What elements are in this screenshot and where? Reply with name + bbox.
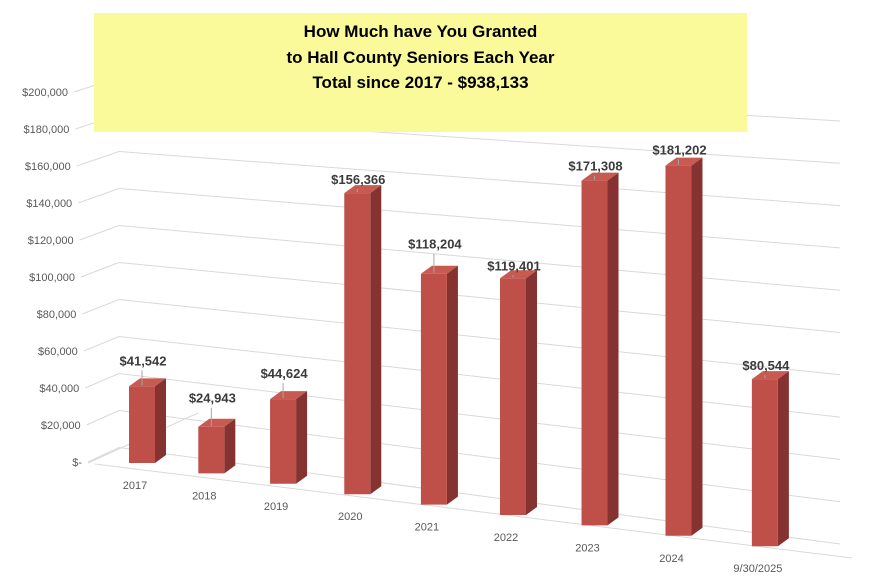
bar-side-face <box>526 270 537 515</box>
data-label: $119,401 <box>487 258 541 273</box>
bar-front-face <box>270 399 297 484</box>
bar-side-face <box>155 378 166 463</box>
x-axis-label: 2020 <box>338 511 362 523</box>
x-axis-label: 9/30/2025 <box>733 563 782 575</box>
bar-top-face <box>270 391 308 400</box>
bar-top-face <box>500 270 537 279</box>
data-label: $181,202 <box>652 143 706 158</box>
chart-title-line3: Total since 2017 - $938,133 <box>312 73 529 92</box>
x-axis-label: 2019 <box>264 501 288 513</box>
bar-side-face <box>296 391 308 484</box>
bar-2023 <box>581 172 619 526</box>
bar-front-face <box>751 379 778 547</box>
bar-9/30/2025 <box>751 371 789 547</box>
data-label: $44,624 <box>261 366 309 381</box>
bar-top-face <box>344 185 382 194</box>
x-axis-label: 2023 <box>575 542 599 554</box>
bar-side-face <box>777 371 789 547</box>
gridline <box>82 298 841 376</box>
gridline <box>76 150 841 207</box>
bar-front-face <box>344 193 371 495</box>
bar-front-face <box>129 386 155 463</box>
x-axis-label: 2021 <box>415 522 439 534</box>
floor-front-edge <box>94 463 853 559</box>
x-axis-label: 2024 <box>659 553 683 565</box>
data-label: $118,204 <box>408 237 462 252</box>
chart-title-box: How Much have You Granted to Hall County… <box>94 13 747 132</box>
bar-front-face <box>500 278 526 515</box>
bar-2018 <box>198 418 236 474</box>
data-label: $41,542 <box>120 353 167 368</box>
y-axis-label: $40,000 <box>39 383 79 395</box>
x-axis-label: 2018 <box>192 490 216 502</box>
bar-2020 <box>344 185 382 495</box>
bar-2024 <box>665 157 703 536</box>
x-axis-label: 2017 <box>123 480 147 492</box>
bar-front-face <box>420 273 447 505</box>
bar-side-face <box>691 157 703 536</box>
chart-title-line2: to Hall County Seniors Each Year <box>286 47 555 67</box>
bar-front-face <box>665 165 692 536</box>
bar-top-face <box>129 378 166 387</box>
bar-2021 <box>420 265 458 505</box>
data-label: $156,366 <box>331 172 385 187</box>
x-axis-label: 2022 <box>494 532 518 544</box>
bar-2017 <box>129 378 166 463</box>
y-axis-label: $180,000 <box>24 124 70 136</box>
y-axis-label: $60,000 <box>38 346 78 358</box>
y-axis-label: $80,000 <box>37 309 77 321</box>
chart-title-line1: How Much have You Granted <box>303 22 538 41</box>
bar-top-face <box>581 172 619 181</box>
bar-side-face <box>607 172 619 526</box>
bar-front-face <box>581 180 608 526</box>
y-axis-label: $100,000 <box>29 272 75 284</box>
bar-2019 <box>270 391 308 484</box>
y-axis-label: $- <box>72 457 82 469</box>
data-label: $24,943 <box>189 391 236 406</box>
bar-side-face <box>370 185 382 495</box>
y-axis-label: $200,000 <box>22 87 68 99</box>
gridline <box>79 224 841 291</box>
data-label: $80,544 <box>742 358 790 373</box>
y-axis-label: $120,000 <box>28 235 74 247</box>
bar-top-face <box>198 418 236 427</box>
bar-side-face <box>446 265 458 505</box>
bar-front-face <box>198 426 225 474</box>
bar-top-face <box>751 371 789 380</box>
bar-side-face <box>224 418 236 474</box>
gridline <box>80 261 841 333</box>
y-axis-label: $140,000 <box>26 198 72 210</box>
y-axis-label: $160,000 <box>25 161 71 173</box>
bar-2022 <box>500 270 537 515</box>
data-label: $171,308 <box>568 159 622 174</box>
bar-top-face <box>420 265 458 274</box>
y-axis-label: $20,000 <box>41 420 81 432</box>
bar-top-face <box>665 157 703 166</box>
